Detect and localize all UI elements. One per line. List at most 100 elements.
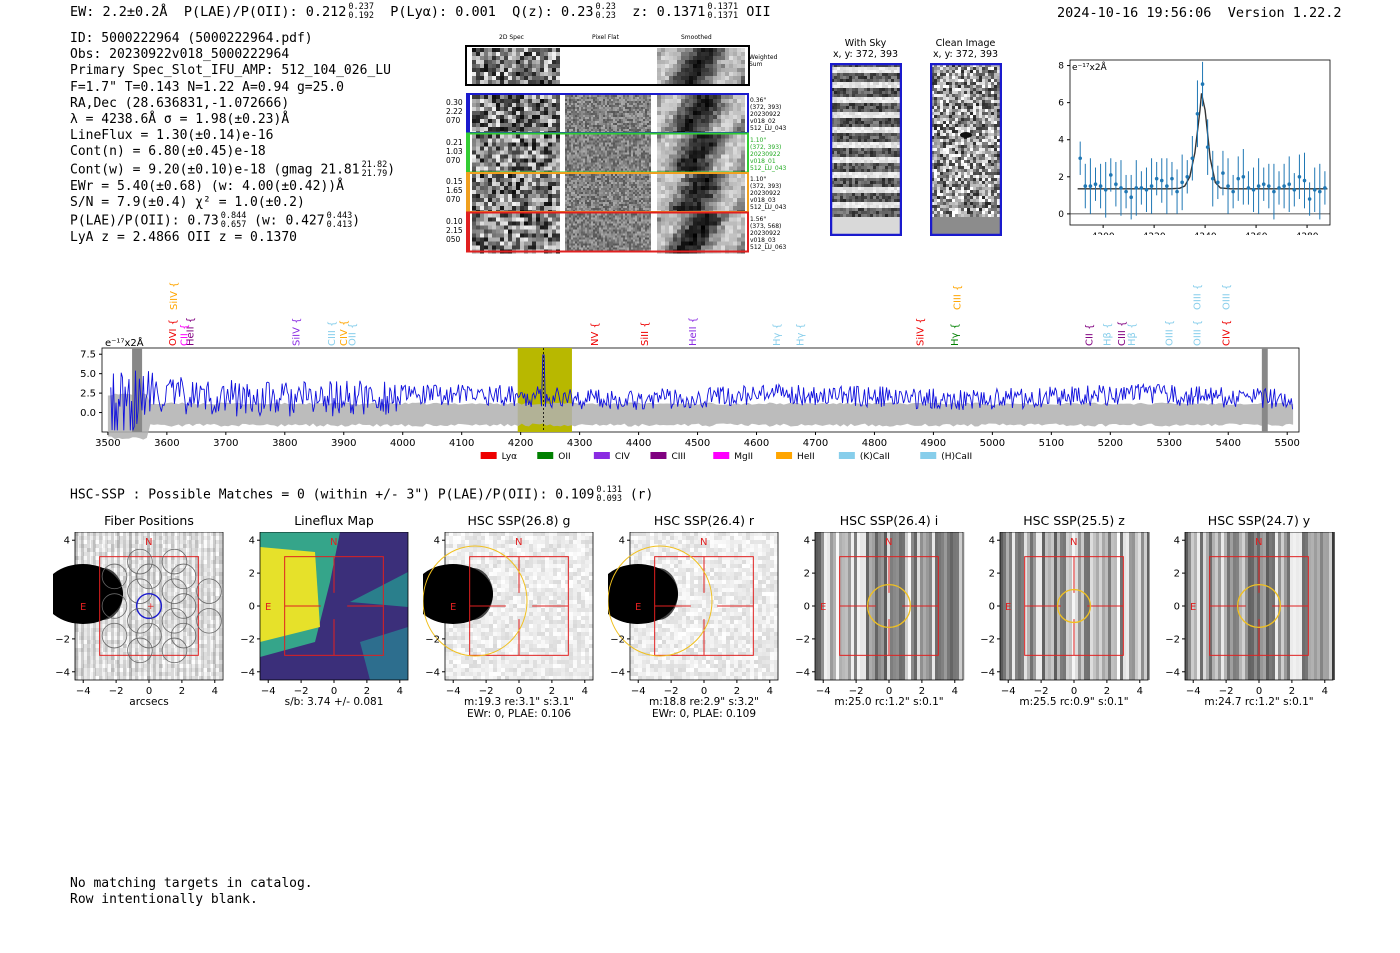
line-label-18: CIII { — [1117, 321, 1128, 346]
legend-swatch-7 — [920, 452, 937, 459]
hsc-ytick-label: −4 — [1165, 667, 1180, 678]
hsc-xtick-label: 4 — [1137, 686, 1143, 697]
spec-xtick-label-19: 5400 — [1216, 438, 1241, 449]
zoom-point — [1124, 189, 1128, 194]
spec-xtick-label-9: 4400 — [626, 438, 651, 449]
line-label-21: OIII { — [1193, 284, 1204, 310]
hsc-xtick-label: −2 — [1034, 686, 1049, 697]
spec-xtick-label-8: 4300 — [567, 438, 592, 449]
hsc-ytick-label: 0 — [804, 602, 810, 613]
zoom-point — [1139, 186, 1144, 190]
info-radec: RA,Dec (28.636831,-1.072666) — [70, 95, 290, 111]
hsc-panel-title-2: HSC SSP(26.8) g — [467, 513, 571, 528]
hsc-xtick-label: 0 — [146, 686, 152, 697]
zoom-point — [1159, 178, 1164, 183]
zoom-xtick-label-1: 4220 — [1143, 232, 1166, 235]
header-summary: EW: 2.2±0.2Å P(LAE)/P(OII): 0.212 0.237 0.… — [70, 3, 771, 21]
hsc-panel-image-4: N E −4 −4 −2 −2 0 0 2 2 4 4 — [795, 532, 965, 697]
cutout-left-label-1: 0.21 1.03 070 — [446, 137, 463, 165]
line-label-16: CII { — [1085, 324, 1096, 346]
hsc-xtick-label: 2 — [364, 686, 370, 697]
spec-ytick-label-2: 2.5 — [80, 389, 96, 400]
line-label-9: SiII { — [640, 321, 651, 346]
hsc-panel-caption-6: m:24.7 rc:1.2" s:0.1" — [1204, 696, 1314, 708]
hsc-panel-image-5: N E −4 −4 −2 −2 0 0 2 2 4 4 — [980, 532, 1150, 697]
hsc-panel-title-5: HSC SSP(25.5) z — [1023, 513, 1125, 528]
sky-frame — [830, 63, 902, 236]
legend-label-3: CIII — [671, 452, 685, 462]
spec-xtick-label-10: 4500 — [685, 438, 710, 449]
zoom-point — [1216, 180, 1220, 185]
mask-left — [132, 348, 143, 432]
spectrum-line — [110, 354, 1294, 431]
cutout-right-label-3: 1.56" (373, 568) 20230922 v018_03 512_LU_063 — [750, 215, 787, 251]
info-plae: P(LAE)/P(OII): 0.73 0.844 0.657 (w: 0.427 0… — [70, 210, 361, 230]
hsc-xtick-label: 2 — [179, 686, 185, 697]
compass-e: E — [820, 602, 826, 613]
hsc-pixels — [53, 532, 223, 680]
hsc-xtick-label: −2 — [849, 686, 864, 697]
zoom-point — [1170, 176, 1174, 181]
zoom-point — [1226, 184, 1230, 188]
legend-swatch-6 — [838, 452, 855, 459]
hsc-xtick-label: −2 — [109, 686, 124, 697]
zoom-point — [1149, 184, 1154, 188]
compass-e: E — [450, 602, 456, 613]
zoom-point — [1119, 186, 1123, 190]
legend-swatch-3 — [650, 452, 667, 459]
info-primary: Primary Spec_Slot_IFU_AMP: 512_104_026_L… — [70, 63, 391, 79]
legend-swatch-0 — [480, 452, 497, 459]
sky-pixels — [931, 64, 1002, 235]
cutout-smoothed-1 — [657, 134, 745, 175]
hsc-panel-title-3: HSC SSP(26.4) r — [653, 513, 755, 528]
zoom-point — [1231, 189, 1235, 194]
zoom-axes-frame — [1069, 59, 1331, 226]
cutout-smoothed-2 — [657, 174, 745, 214]
cutout-smoothed-0 — [657, 95, 745, 135]
source-blob — [960, 132, 972, 138]
zoom-point — [1175, 189, 1179, 194]
zoom-xtick-label-3: 4260 — [1245, 232, 1268, 235]
legend-label-4: MgII — [734, 452, 753, 462]
hsc-xtick-label: −4 — [1001, 686, 1016, 697]
hsc-ytick-label: 0 — [64, 602, 70, 613]
hsc-ytick-label: 4 — [64, 536, 70, 547]
zoom-xtick-label-4: 4280 — [1296, 232, 1319, 235]
hsc-panel-caption-1: s/b: 3.74 +/- 0.081 — [284, 696, 384, 708]
fiber-circle-18 — [196, 608, 222, 634]
hsc-xtick-label: 2 — [919, 686, 925, 697]
sky-frame — [930, 63, 1002, 236]
hsc-ytick-label: 0 — [249, 602, 255, 613]
hsc-xtick-label: 4 — [1322, 686, 1328, 697]
fiber-circle-14 — [161, 548, 188, 575]
cutout-left-label-0: 0.30 2.22 070 — [446, 98, 463, 125]
fiber-circle-15 — [127, 637, 153, 664]
compass-n: N — [1255, 537, 1262, 548]
zoom-point — [1302, 178, 1307, 183]
fiber-circle-17 — [196, 578, 222, 604]
line-label-22: OIII { — [1193, 320, 1204, 346]
clean-image-title: Clean Image x, y: 372, 393 — [932, 38, 999, 60]
zoom-point — [1108, 173, 1113, 177]
line-label-15: Hγ { — [950, 323, 961, 346]
zoom-point — [1129, 195, 1133, 199]
header-z-line: OII — [746, 4, 771, 20]
fiber-circle-10 — [170, 563, 197, 590]
cutout-pixelflat-0 — [565, 95, 651, 133]
fiber-circle-6 — [127, 608, 153, 634]
info-obs: Obs: 20230922v018_5000222964 — [70, 47, 290, 63]
cutout-color-bar-0 — [467, 94, 470, 133]
zoom-point — [1256, 184, 1261, 188]
hsc-ytick-label: −2 — [55, 634, 70, 645]
header-plae-frac: 0.237 0.192 — [348, 2, 374, 21]
with-sky-image — [830, 63, 902, 236]
zoom-fit-line — [1077, 93, 1328, 190]
hsc-panel-image-0: + N E −4 −4 −2 −2 0 0 2 2 4 4 — [53, 532, 224, 697]
hsc-ytick-label: −4 — [425, 667, 440, 678]
hsc-ytick-label: −4 — [980, 667, 995, 678]
info-id: ID: 5000222964 (5000222964.pdf) — [70, 31, 313, 46]
hsc-xtick-label: 4 — [212, 686, 218, 697]
cutout-color-bar-3 — [467, 212, 470, 252]
cutout-right-label-0: 0.36" (372, 393) 20230922 v018_02 512_LU_043 — [750, 97, 787, 132]
line-label-0: CII { — [180, 324, 191, 346]
